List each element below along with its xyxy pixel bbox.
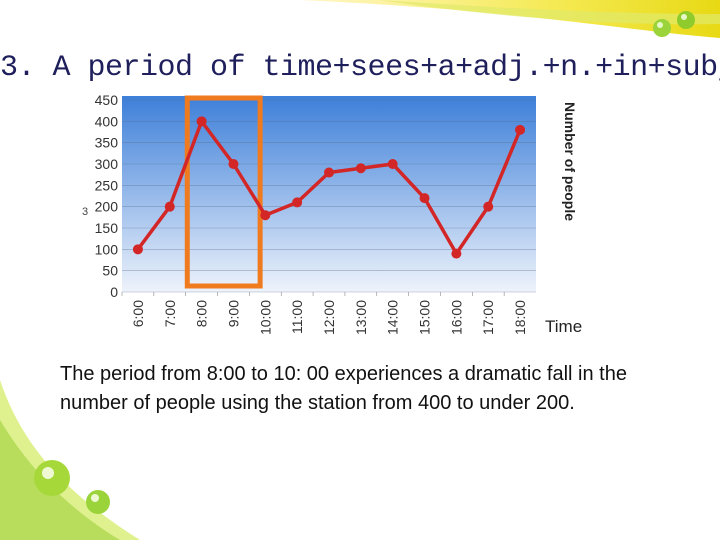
y-tick-label: 400 xyxy=(95,113,119,129)
y-tick-label: 250 xyxy=(95,177,119,193)
data-point xyxy=(260,210,271,221)
data-point xyxy=(196,116,207,127)
data-point xyxy=(515,124,526,135)
plot-area xyxy=(122,96,536,292)
x-tick-label: 13:00 xyxy=(353,300,369,335)
slide-title: 3. A period of time+sees+a+adj.+n.+in+su… xyxy=(0,51,720,85)
data-point xyxy=(483,201,494,212)
data-point xyxy=(419,193,430,204)
x-axis-label: Time xyxy=(545,317,582,336)
y-tick-label: 0 xyxy=(110,284,118,300)
x-tick-label: 12:00 xyxy=(321,300,337,335)
x-tick-label: 16:00 xyxy=(448,300,464,335)
y-tick-label: 300 xyxy=(95,156,119,172)
chart-caption: The period from 8:00 to 10: 00 experienc… xyxy=(60,363,627,414)
x-tick-label: 18:00 xyxy=(512,300,528,335)
y-tick-label: 100 xyxy=(95,241,119,257)
x-tick-label: 8:00 xyxy=(194,300,210,327)
y-tick-label: 450 xyxy=(95,92,119,108)
x-tick-label: 15:00 xyxy=(417,300,433,335)
line-chart: 0 50 100 150 200 250 300 350 400 450 6:00 7:00 8:00… xyxy=(80,90,600,350)
data-point xyxy=(451,248,462,259)
x-tick-label: 7:00 xyxy=(162,300,178,327)
data-point xyxy=(228,159,239,169)
chart-svg: 0 50 100 150 200 250 300 350 400 450 6:00 7:00 8:00… xyxy=(80,90,600,350)
x-tick-label: 14:00 xyxy=(385,300,401,335)
y-tick-label: 150 xyxy=(95,220,119,236)
x-tick-label: 17:00 xyxy=(480,300,496,335)
y-tick-label: 50 xyxy=(102,263,118,279)
y-axis-label: Number of people xyxy=(562,102,578,221)
data-point xyxy=(292,197,303,208)
x-tick-label: 9:00 xyxy=(225,300,241,327)
data-point xyxy=(132,244,143,255)
x-tick-label: 10:00 xyxy=(257,300,273,335)
decorative-bubbles-icon xyxy=(653,11,695,37)
data-point xyxy=(387,159,398,169)
stray-mark: 3 xyxy=(82,206,89,218)
x-tick-label: 6:00 xyxy=(130,300,146,327)
data-point xyxy=(324,167,334,178)
y-tick-label: 350 xyxy=(95,135,119,151)
data-point xyxy=(164,201,175,212)
y-tick-label: 200 xyxy=(95,199,119,215)
data-point xyxy=(355,163,366,174)
highlight-box xyxy=(184,95,263,289)
x-tick-label: 11:00 xyxy=(289,300,305,334)
